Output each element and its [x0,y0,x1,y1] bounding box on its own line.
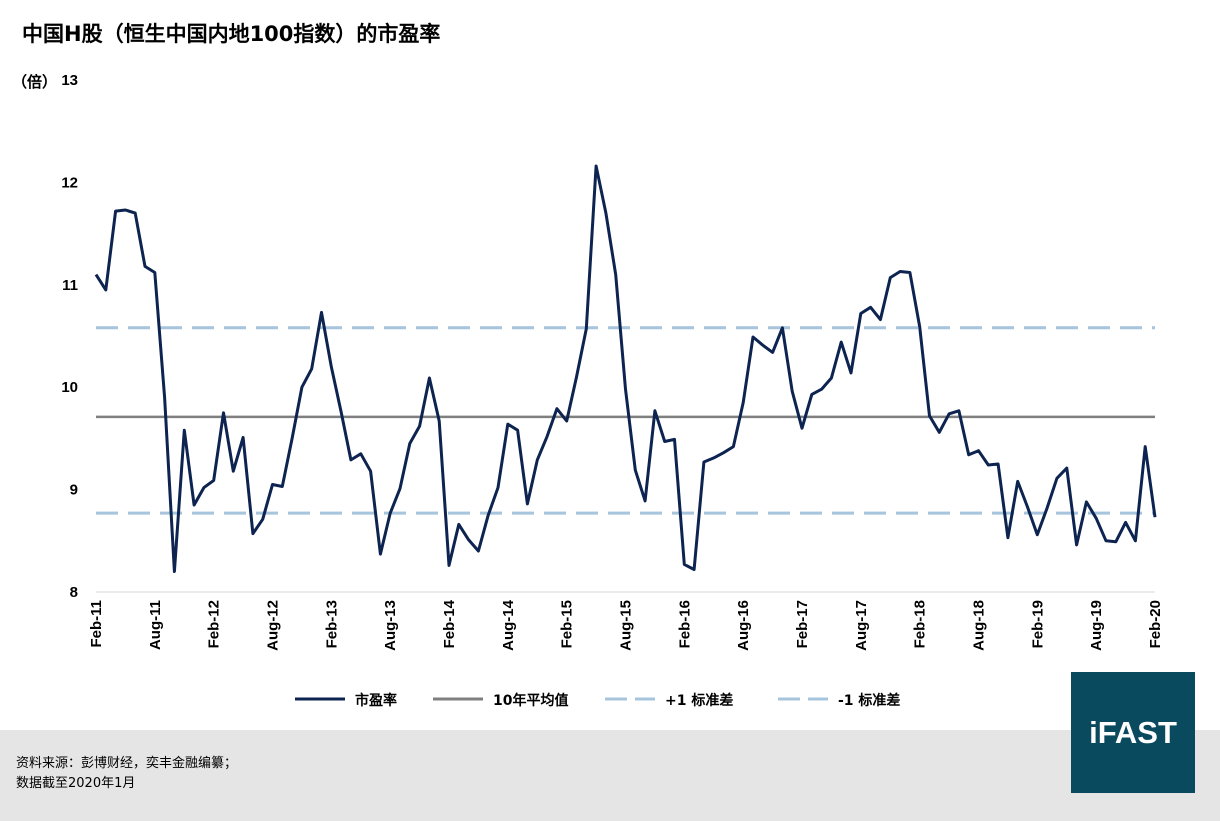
legend: 市盈率 10年平均值 +1 标准差 -1 标准差 [295,692,900,709]
x-tick-label: Feb-15 [559,600,576,648]
x-tick-label: Aug-11 [147,600,164,650]
legend-label: -1 标准差 [838,692,900,709]
x-tick-label: Feb-18 [912,600,929,648]
x-tick-label: Aug-16 [735,600,752,651]
x-tick-label: Aug-18 [971,600,988,651]
series-layer [94,164,1157,573]
y-axis-ticks: 8 9 10 11 12 13 [61,72,78,601]
footer-bar [0,730,1220,821]
x-tick-label: Feb-17 [794,600,811,648]
x-tick-label: Feb-13 [323,600,340,648]
x-tick-label: Feb-19 [1029,600,1046,648]
pe-ratio-line [94,164,1157,573]
legend-label: +1 标准差 [665,692,733,709]
y-tick-label: 10 [61,379,78,396]
y-tick-label: 13 [61,72,78,89]
y-tick-label: 12 [61,174,78,191]
legend-label: 10年平均值 [493,692,568,709]
x-tick-label: Feb-14 [441,599,458,648]
data-date-note: 数据截至2020年1月 [16,776,136,791]
y-tick-label: 11 [62,277,78,294]
x-tick-label: Aug-15 [618,600,635,651]
y-tick-label: 8 [70,584,78,601]
chart-title: 中国H股（恒生中国内地100指数）的市盈率 [22,22,441,46]
ifast-logo: iFAST [1071,672,1195,793]
x-tick-label: Aug-17 [853,600,870,651]
logo-text: iFAST [1089,714,1177,750]
x-tick-label: Aug-12 [265,600,282,651]
x-axis-ticks: Feb-11 Aug-11 Feb-12 Aug-12 Feb-13 Aug-13 Feb-… [88,599,1164,650]
x-tick-label: Feb-16 [676,600,693,648]
x-tick-label: Feb-20 [1147,600,1164,648]
x-tick-label: Feb-12 [206,600,223,648]
source-note: 资料来源：彭博财经，奕丰金融编纂； [16,756,238,771]
x-tick-label: Aug-14 [500,599,517,650]
x-tick-label: Aug-19 [1088,600,1105,651]
y-axis-unit-label: （倍） [12,73,58,91]
x-tick-label: Feb-11 [88,600,105,648]
legend-label: 市盈率 [355,692,397,709]
y-tick-label: 9 [70,482,78,499]
x-tick-label: Aug-13 [382,600,399,651]
